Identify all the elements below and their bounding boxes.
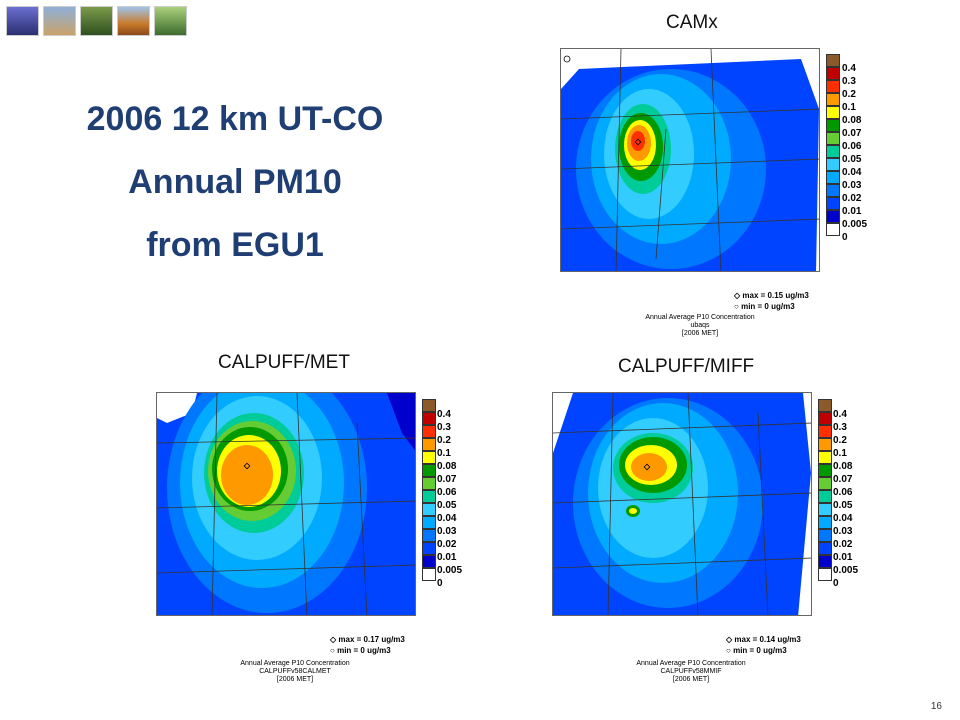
calpuff-met-caption: Annual Average P10 Concentration CALPUFF… — [240, 660, 350, 683]
calpuff-miff-max-min: ◇ max = 0.14 ug/m3 ○ min = 0 ug/m3 — [726, 635, 801, 655]
calpuff-met-colorbar — [422, 399, 436, 581]
forest-photo-icon — [80, 6, 113, 36]
panel-label-calpuff-met: CALPUFF/MET — [218, 352, 350, 373]
header-photo-strip — [6, 6, 187, 36]
calpuff-met-colorbar-labels: 0.4 0.3 0.2 0.1 0.08 0.07 0.06 0.05 0.04 0.03 0.02… — [437, 409, 463, 589]
camx-caption: Annual Average P10 Concentration ubaqs [… — [645, 314, 755, 337]
min-marker-icon: ○ — [734, 302, 739, 311]
slide-title: 2006 12 km UT-CO Annual PM10 from EGU1 — [60, 88, 410, 277]
oil-pump-photo-icon — [43, 6, 76, 36]
min-marker-icon: ○ — [330, 646, 335, 655]
calpuff-miff-caption: Annual Average P10 Concentration CALPUFF… — [636, 660, 746, 683]
max-marker-icon: ◇ — [330, 635, 337, 644]
slide-title-line2: Annual PM10 — [128, 163, 342, 201]
slide-title-line3: from EGU1 — [146, 226, 324, 264]
calpuff-miff-colorbar — [818, 399, 832, 581]
calpuff-miff-concentration-map — [552, 392, 812, 616]
autumn-landscape-photo-icon — [117, 6, 150, 36]
max-marker-icon: ◇ — [726, 635, 733, 644]
calpuff-met-concentration-map — [156, 392, 416, 616]
wind-turbine-photo-icon — [6, 6, 39, 36]
lily-pond-photo-icon — [154, 6, 187, 36]
page-number: 16 — [930, 701, 942, 712]
camx-colorbar — [826, 54, 840, 236]
camx-max-min: ◇ max = 0.15 ug/m3 ○ min = 0 ug/m3 — [734, 291, 809, 311]
calpuff-miff-colorbar-labels: 0.4 0.3 0.2 0.1 0.08 0.07 0.06 0.05 0.04 0.03 0.02… — [833, 409, 859, 589]
slide-title-line1: 2006 12 km UT-CO — [86, 100, 384, 138]
calpuff-met-max-min: ◇ max = 0.17 ug/m3 ○ min = 0 ug/m3 — [330, 635, 405, 655]
max-marker-icon: ◇ — [734, 291, 741, 300]
panel-label-camx: CAMx — [666, 12, 718, 33]
camx-concentration-map — [560, 48, 820, 272]
camx-colorbar-labels: 0.4 0.3 0.2 0.1 0.08 0.07 0.06 0.05 0.04 0.03 0.02… — [842, 63, 868, 243]
panel-label-calpuff-miff: CALPUFF/MIFF — [618, 356, 755, 377]
min-marker-icon: ○ — [726, 646, 731, 655]
